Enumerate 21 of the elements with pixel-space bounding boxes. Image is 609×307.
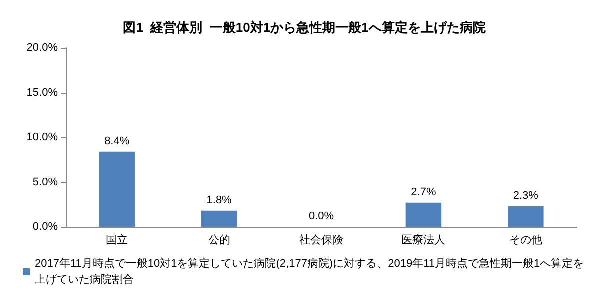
chart-title: 図1 経営体別 一般10対1から急性期一般1へ算定を上げた病院 (123, 20, 486, 35)
text: 2.3% (513, 190, 538, 202)
x-tick-label: 国立 (106, 234, 128, 246)
x-tick-label: 社会保険 (300, 234, 344, 246)
text: 8.4% (104, 135, 130, 148)
text: 2.7% (411, 186, 436, 198)
x-tick-label: その他 (509, 234, 542, 246)
bar (99, 152, 135, 227)
bar (406, 202, 442, 227)
y-tick-label: 20.0% (26, 42, 58, 54)
legend-label: 2017年11月時点で一般10対1を算定していた病院(2,177病院)に対する、2019年11月時点で急性期一般1へ算定を上げていた病院割合 (35, 257, 584, 286)
y-tick-label: 15.0% (26, 86, 58, 99)
y-tick-label: 5.0% (32, 176, 58, 188)
y-tick-label: 10.0% (26, 132, 58, 144)
text: 0.0% (308, 210, 334, 222)
x-tick-label: 公的 (208, 234, 230, 246)
text: 1.8% (206, 194, 232, 206)
y-tick-label: 0.0% (32, 221, 58, 233)
bar (508, 206, 544, 227)
x-tick-label: 医療法人 (402, 234, 446, 246)
bar (201, 210, 238, 227)
